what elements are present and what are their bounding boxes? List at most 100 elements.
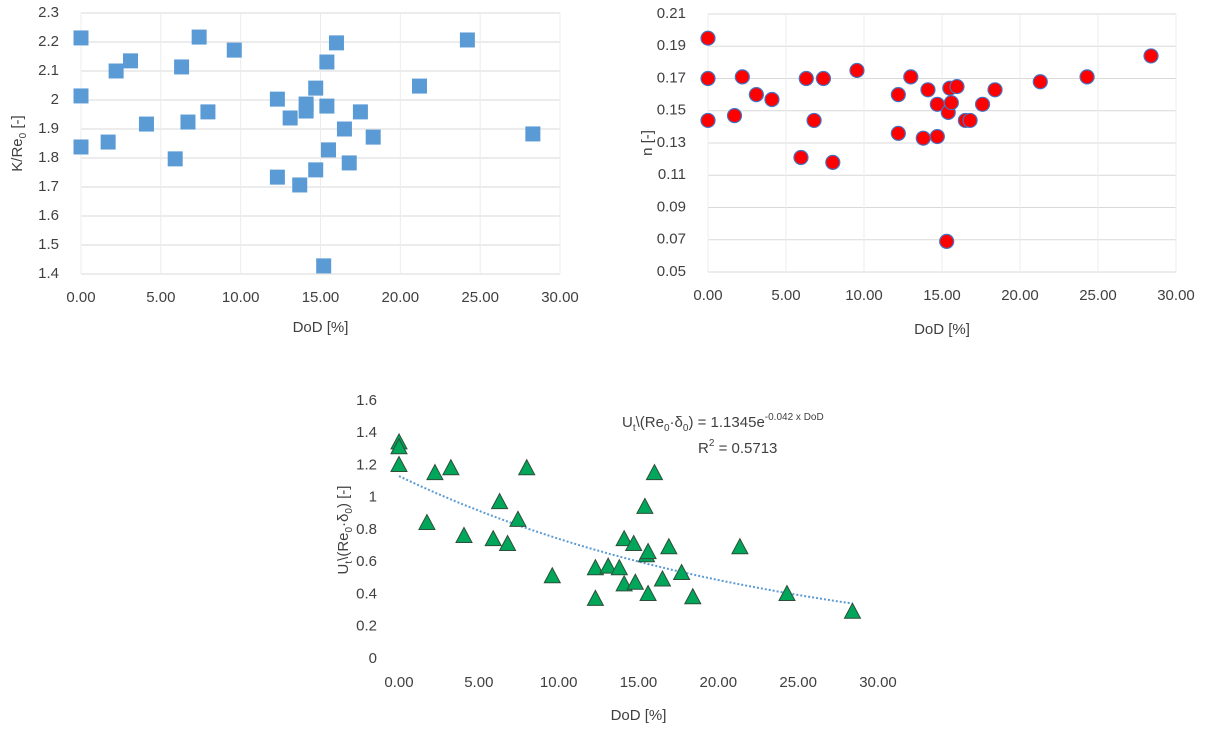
point [1079,69,1095,85]
exponent-suffix: x DoD [793,412,824,423]
y-tick-label: 1.6 [356,392,377,409]
x-tick-label: 25.00 [461,289,499,306]
chart: 0.05 0.07 0.09 0.11 0.13 0.15 0.17 0.19 0.21 0.00… [639,5,1195,338]
point [411,78,427,94]
y-tick-label: 0.6 [356,553,377,570]
point [1032,74,1048,90]
point [798,70,814,87]
y-tick-label: 2.3 [38,4,59,21]
point [726,107,743,124]
point [167,151,183,167]
y-tick-label: 0.17 [657,69,686,86]
y-tick-label: 1.6 [38,207,59,224]
point [100,134,116,150]
point [849,62,865,79]
point [525,126,541,142]
label-part: [-] [9,115,26,133]
label-part: ·δ [670,414,683,431]
point [298,103,314,119]
y-tick-label: 0.8 [356,521,377,538]
y-tick-label: 2.1 [38,62,59,79]
point [793,149,809,166]
point [390,437,408,455]
y-tick-label: 2 [51,91,59,108]
y-tick-label: 1.9 [38,120,59,137]
point [610,558,629,576]
point [490,492,509,510]
label-part: 0 [344,508,355,514]
x-tick-label: 0.00 [384,674,413,691]
point [509,510,527,527]
point [929,128,945,145]
x-tick-label: 15.00 [923,287,961,304]
y-tick-label: 0.07 [657,231,686,248]
point [328,35,344,51]
label-part: t [633,423,636,434]
x-tick-label: 15.00 [302,289,340,306]
y-tick-label: 0.15 [657,102,686,119]
point [987,82,1003,98]
point [282,110,298,126]
point [920,82,936,98]
x-tick-label: 10.00 [540,674,578,691]
point [180,114,196,130]
point [700,70,716,87]
x-axis-label: DoD [%] [293,319,349,336]
coefficient: 1.1345 [711,414,757,431]
x-tick-label: 30.00 [1157,287,1195,304]
label-part: ) [-] [335,486,352,509]
point [645,463,664,481]
x-tick-label: 20.00 [1001,287,1039,304]
point [890,87,906,103]
point [586,589,605,606]
point [191,29,207,45]
point [390,455,408,472]
point [806,112,822,129]
point [943,95,959,111]
y-tick-label: 0.13 [657,134,686,151]
y-tick-label: 0.2 [356,618,377,635]
x-tick-label: 5.00 [146,289,175,306]
label-part: DoD [%] [293,319,349,336]
point [442,458,460,476]
point [778,584,796,601]
label-part: DoD [%] [611,707,667,724]
y-tick-label: 0.11 [658,166,686,183]
y-tick-label: 0.19 [657,37,686,54]
y-tick-label: 1.4 [356,424,377,441]
point [269,169,285,185]
label-part: U [335,564,352,575]
point [890,125,906,141]
point [764,91,780,108]
point [915,130,931,146]
x-tick-label: 10.00 [845,287,883,304]
point [319,98,335,114]
point [1143,48,1159,64]
point [962,112,978,129]
r2-value: 0.5713 [732,440,778,457]
label-part: DoD [%] [914,321,970,338]
y-axis-label: n [-] [639,130,656,156]
r-squared: R2 = 0.5713 [698,438,777,457]
point [498,534,517,552]
point [672,563,691,581]
point [292,177,308,193]
point [517,458,536,476]
x-tick-label: 25.00 [779,674,817,691]
point [308,80,324,96]
point [73,139,89,155]
base: e [756,414,764,431]
point [320,142,336,158]
point [73,88,89,104]
y-tick-label: 1.8 [38,149,59,166]
point [459,32,475,48]
point [308,162,324,178]
point [319,54,335,70]
point [174,59,190,75]
point [639,584,657,601]
point [939,233,955,249]
point [341,155,357,171]
point [748,87,764,103]
point [624,534,643,552]
label-part: U [622,414,633,431]
